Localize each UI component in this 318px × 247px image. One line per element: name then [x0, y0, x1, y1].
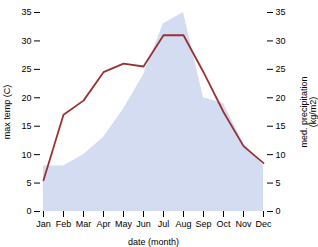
svg-text:Dec: Dec: [255, 219, 272, 229]
svg-text:35: 35: [21, 7, 31, 17]
svg-text:15: 15: [276, 121, 286, 131]
svg-text:date (month): date (month): [128, 237, 179, 247]
svg-text:Aug: Aug: [175, 219, 191, 229]
svg-text:15: 15: [21, 121, 31, 131]
svg-text:Jul: Jul: [158, 219, 170, 229]
svg-text:5: 5: [26, 178, 31, 188]
svg-text:Feb: Feb: [56, 219, 72, 229]
svg-text:25: 25: [276, 64, 286, 74]
svg-text:Sep: Sep: [195, 219, 211, 229]
svg-text:med. precipitation(kg/m2): med. precipitation(kg/m2): [299, 76, 318, 147]
svg-text:Oct: Oct: [216, 219, 231, 229]
svg-text:10: 10: [276, 150, 286, 160]
svg-text:20: 20: [21, 93, 31, 103]
svg-text:0: 0: [276, 206, 281, 216]
svg-text:20: 20: [276, 93, 286, 103]
svg-text:max temp (C): max temp (C): [2, 85, 12, 140]
svg-text:30: 30: [21, 36, 31, 46]
svg-text:25: 25: [21, 64, 31, 74]
svg-text:5: 5: [276, 178, 281, 188]
svg-text:0: 0: [26, 206, 31, 216]
svg-text:Jun: Jun: [136, 219, 151, 229]
svg-text:May: May: [115, 219, 133, 229]
svg-text:10: 10: [21, 150, 31, 160]
svg-text:Nov: Nov: [235, 219, 252, 229]
svg-text:Apr: Apr: [96, 219, 110, 229]
svg-text:35: 35: [276, 7, 286, 17]
svg-text:Mar: Mar: [76, 219, 92, 229]
svg-text:30: 30: [276, 36, 286, 46]
svg-text:Jan: Jan: [36, 219, 51, 229]
